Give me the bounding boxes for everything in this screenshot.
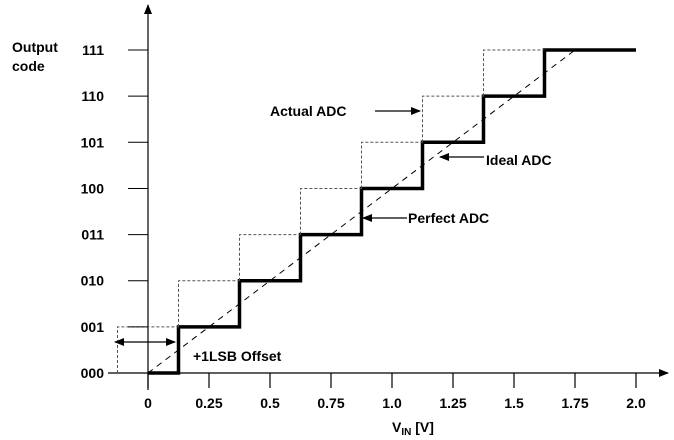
y-tick-label: 000 [81, 365, 105, 381]
x-tick-label: 1.75 [561, 395, 588, 411]
y-axis-label-line1: Output [12, 39, 58, 55]
y-tick-label: 001 [81, 319, 105, 335]
y-axis-label-line2: code [12, 58, 45, 74]
y-tick-label: 111 [82, 42, 104, 58]
perfect-adc-label: Perfect ADC [408, 210, 489, 226]
x-axis-label: VIN [V] [392, 419, 434, 438]
actual-adc-step [422, 95, 484, 143]
y-tick-label: 110 [81, 88, 104, 104]
x-tick-label: 0.5 [260, 395, 280, 411]
perfect-adc-staircase [148, 48, 636, 375]
actual-adc-step [361, 141, 423, 189]
x-tick-label: 1.5 [504, 395, 524, 411]
actual-adc-step [483, 49, 545, 97]
x-axis-label-main: V [392, 419, 402, 435]
actual-adc-label: Actual ADC [270, 103, 347, 119]
x-tick-label: 1.0 [382, 395, 402, 411]
x-axis-label-unit: [V] [411, 419, 434, 435]
x-tick-label: 0 [144, 395, 152, 411]
actual-adc-step [239, 234, 301, 281]
y-tick-label: 101 [81, 134, 105, 150]
x-tick-label: 2.0 [626, 395, 646, 411]
ideal-adc-label: Ideal ADC [486, 152, 552, 168]
y-tick-label: 100 [81, 180, 105, 196]
actual-adc-step [178, 280, 240, 327]
y-tick-label: 010 [81, 273, 105, 289]
x-tick-label: 0.75 [317, 395, 344, 411]
y-tick-label: 011 [81, 227, 104, 243]
actual-adc-step [300, 187, 362, 235]
x-axis-label-sub: IN [401, 427, 411, 438]
offset-label: +1LSB Offset [193, 348, 282, 364]
x-tick-label: 0.25 [195, 395, 222, 411]
x-tick-label: 1.25 [439, 395, 466, 411]
actual-adc-step [117, 326, 179, 373]
